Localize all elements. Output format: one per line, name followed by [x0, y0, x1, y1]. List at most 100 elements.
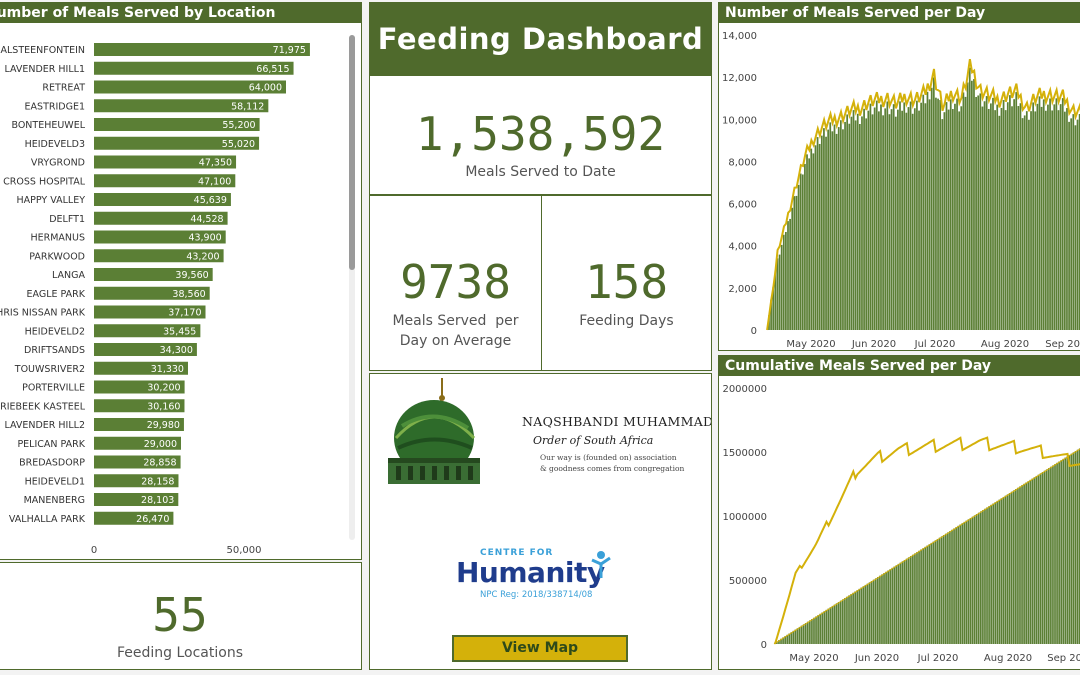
location-value-label: 47,350 [199, 158, 232, 169]
daily-bar [1076, 119, 1079, 331]
location-bar [94, 343, 197, 356]
daily-bar [772, 286, 775, 330]
daily-bar [947, 109, 950, 330]
daily-bar [930, 87, 933, 330]
daily-bar [926, 91, 929, 331]
daily-bar [810, 148, 813, 330]
daily-bar [793, 196, 796, 330]
daily-bar [990, 103, 992, 331]
daily-bar [814, 145, 817, 330]
cumulative-bar [944, 533, 947, 644]
daily-bar [956, 98, 958, 330]
daily-bar [1072, 114, 1075, 330]
location-category-label: HERMANUS [30, 233, 85, 244]
avg-meals-label-1: Meals Served per [392, 313, 519, 329]
cumulative-panel: Cumulative Meals Served per Day 2000000 1… [718, 355, 1080, 670]
daily-bar [888, 114, 891, 331]
cumulative-bar [889, 569, 892, 644]
avg-meals-card: 9738 Meals Served per Day on Average [369, 195, 542, 371]
daily-meals-chart: 14,000 12,000 10,000 8,000 6,000 4,000 2,000 0 M… [722, 31, 1080, 350]
daily-bar [774, 270, 777, 330]
daily-bar [797, 184, 800, 330]
daily-bar [937, 98, 939, 330]
cumulative-bar [942, 535, 945, 644]
cumulative-bar [980, 511, 982, 644]
y-tick-label: 1500000 [722, 448, 767, 459]
cumulative-bar [800, 625, 803, 644]
daily-bar [945, 102, 948, 330]
cumulative-bar [806, 621, 809, 644]
daily-bar [909, 101, 912, 330]
location-bar [94, 118, 260, 131]
daily-bar [1068, 121, 1070, 330]
cumulative-bar [961, 523, 964, 644]
daily-bar [1053, 104, 1056, 330]
daily-bar [1000, 107, 1003, 330]
cumulative-bar [1008, 493, 1011, 644]
daily-line [766, 59, 1080, 331]
cumulative-bar [988, 506, 990, 644]
daily-bar [907, 107, 910, 330]
feeding-days-label: Feeding Days [579, 313, 674, 329]
location-bar [94, 436, 181, 450]
cumulative-diagonal [773, 448, 1080, 645]
cumulative-bar [1019, 486, 1021, 644]
location-value-label: 55,200 [222, 120, 255, 131]
cumulative-bar [914, 553, 916, 644]
daily-bar [823, 128, 825, 330]
daily-bar [882, 115, 884, 330]
cumulative-bar [1035, 475, 1038, 644]
cumulative-bar [953, 528, 955, 644]
daily-bar [903, 102, 906, 330]
dashboard-title-box: Feeding Dashboard [369, 2, 712, 75]
daily-bar [935, 97, 937, 330]
location-category-label: HEIDEVELD1 [25, 476, 85, 487]
x-tick-label: Jul 2020 [917, 653, 959, 664]
daily-bar [1028, 119, 1030, 331]
cumulative-bar [1056, 462, 1058, 644]
daily-bar [831, 131, 834, 330]
cumulative-bar [1047, 468, 1050, 644]
daily-bar [970, 80, 973, 330]
location-value-label: 43,200 [186, 251, 219, 262]
daily-bar [918, 110, 920, 330]
scrollbar[interactable] [349, 35, 355, 540]
location-bar [94, 43, 310, 56]
location-bar [94, 399, 185, 413]
daily-bar [865, 118, 868, 330]
cumulative-bar [841, 599, 844, 644]
daily-bar [1032, 102, 1035, 330]
cumulative-bar [885, 571, 887, 644]
cumulative-bar [982, 510, 984, 644]
daily-bar [789, 218, 791, 330]
cumulative-bar [813, 617, 815, 644]
x-tick-label: Sep 2020 [1045, 339, 1080, 350]
location-category-label: BREDASDORP [19, 458, 85, 469]
cumulative-bar [1027, 481, 1030, 644]
cumulative-bar [835, 603, 838, 644]
daily-bar [894, 116, 897, 330]
daily-bar [924, 103, 927, 330]
location-bar [94, 493, 179, 506]
view-map-button[interactable]: View Map [452, 635, 628, 662]
scrollbar-thumb[interactable] [349, 35, 355, 270]
avg-meals-value: 9738 [400, 255, 511, 309]
cumulative-bar [854, 591, 857, 644]
cumulative-bar [1064, 457, 1067, 644]
dashboard-title: Feeding Dashboard [377, 22, 704, 56]
daily-bar [985, 96, 988, 331]
location-category-label: HEIDEVELD2 [25, 326, 85, 337]
location-bar [94, 305, 206, 319]
cumulative-bar [922, 548, 925, 644]
daily-bar [791, 207, 794, 330]
daily-bar [939, 100, 942, 330]
dome-logo [388, 378, 480, 484]
cumulative-bar [895, 565, 898, 644]
cumulative-bar [1078, 448, 1080, 644]
location-value-label: 28,103 [141, 495, 174, 506]
location-bar [94, 61, 294, 75]
daily-bar [979, 93, 982, 331]
daily-bar [968, 67, 971, 330]
daily-bar [816, 137, 819, 330]
cumulative-bar [955, 527, 957, 644]
